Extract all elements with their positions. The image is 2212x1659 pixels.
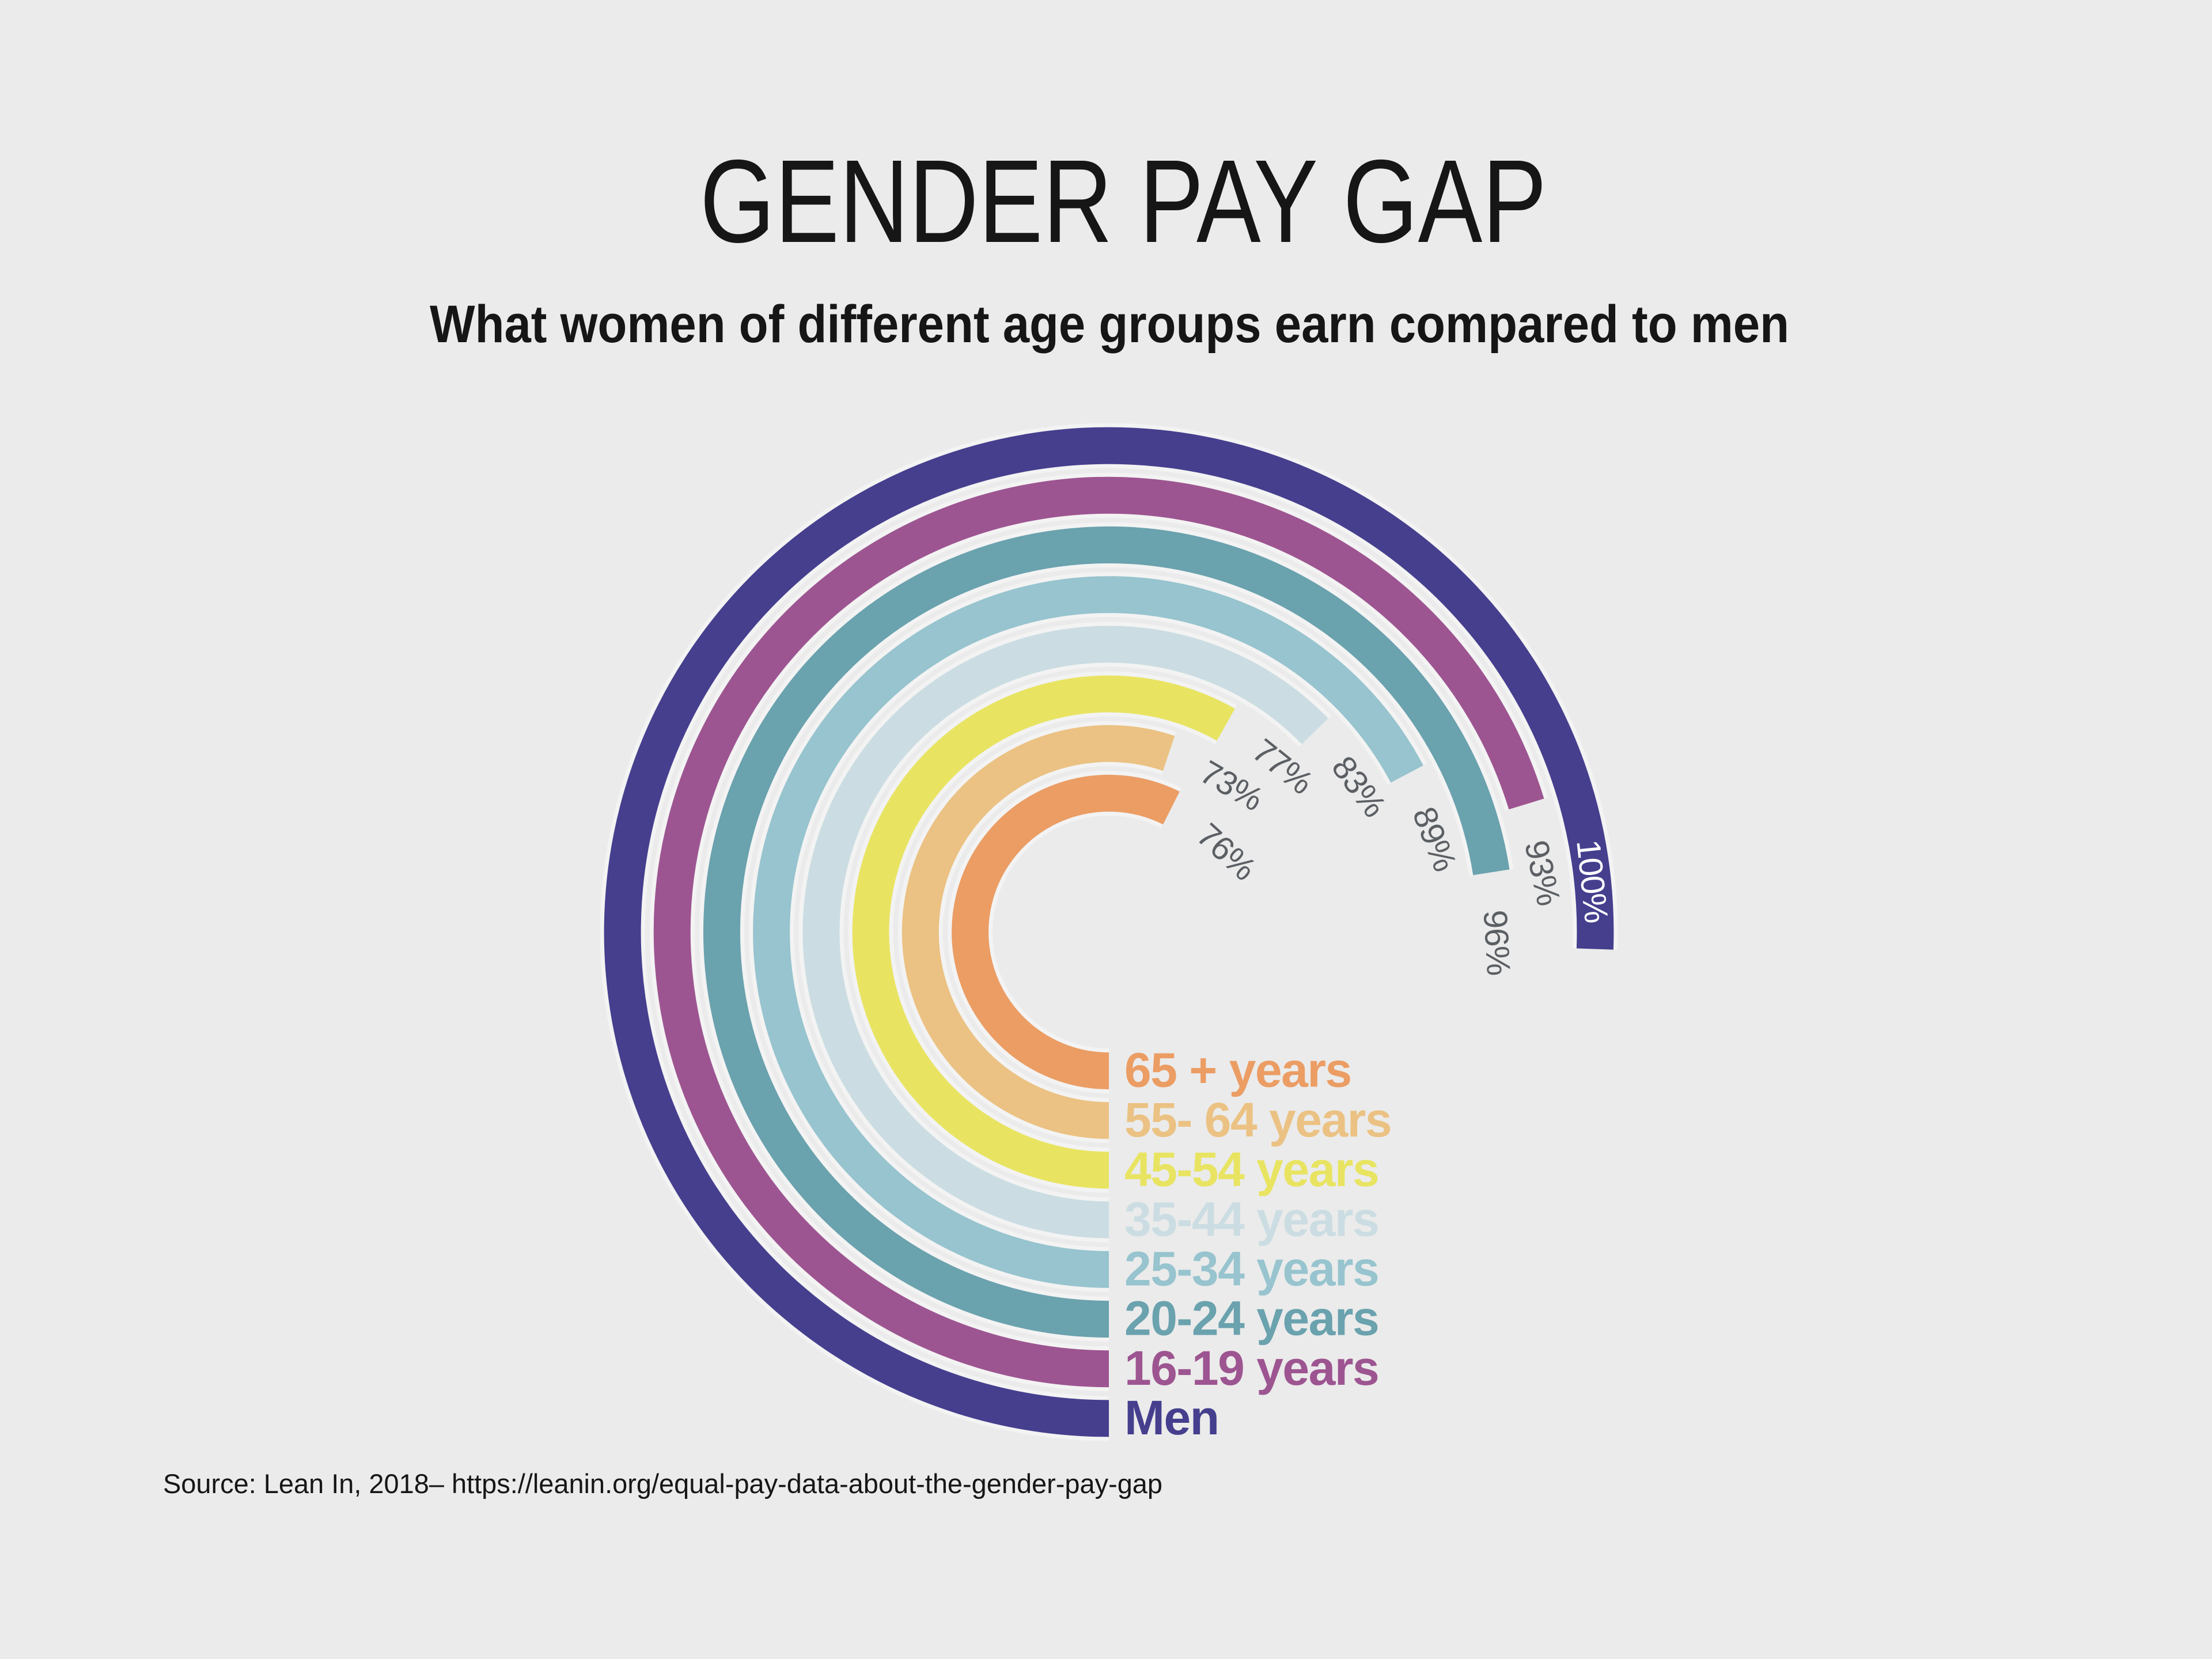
legend-label-65-years: 65 + years xyxy=(1124,1043,1351,1097)
ring-arc-55-64-years xyxy=(902,725,1175,1139)
source-text: Source: Lean In, 2018– https://leanin.or… xyxy=(163,1468,1162,1499)
value-label-men: 100% xyxy=(1569,838,1615,925)
rings-group xyxy=(604,427,1614,1437)
legend-label-45-54-years: 45-54 years xyxy=(1124,1142,1378,1196)
ring-arc-25-34-years xyxy=(753,576,1423,1288)
legend-label-25-34-years: 25-34 years xyxy=(1124,1242,1378,1296)
ring-arc-45-54-years xyxy=(852,675,1235,1189)
legend-label-55-64-years: 55- 64 years xyxy=(1124,1093,1391,1147)
ring-arc-16-19-years xyxy=(653,476,1544,1388)
ring-arc-65-years xyxy=(952,775,1180,1089)
value-label-20-24-years: 96% xyxy=(1476,909,1517,976)
page-title: GENDER PAY GAP xyxy=(700,135,1547,267)
legend-label-men: Men xyxy=(1124,1391,1219,1445)
legend-label-16-19-years: 16-19 years xyxy=(1124,1341,1378,1395)
ring-arc-35-44-years xyxy=(802,626,1328,1238)
ring-arc-men xyxy=(604,427,1614,1437)
legend-label-20-24-years: 20-24 years xyxy=(1124,1291,1378,1346)
legend-label-35-44-years: 35-44 years xyxy=(1124,1192,1378,1246)
ring-arc-20-24-years xyxy=(703,527,1510,1338)
page-subtitle: What women of different age groups earn … xyxy=(430,295,1789,354)
